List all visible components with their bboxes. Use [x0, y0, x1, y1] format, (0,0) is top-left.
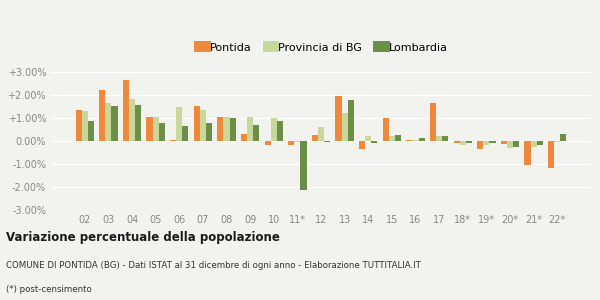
Bar [347, 100, 354, 141]
Bar [466, 141, 472, 143]
Bar [247, 116, 253, 141]
Bar [324, 141, 330, 142]
Text: (*) post-censimento: (*) post-censimento [6, 286, 92, 295]
Bar [513, 141, 519, 146]
Bar [200, 110, 206, 141]
Bar [295, 141, 301, 142]
Bar [99, 90, 106, 141]
Bar [389, 136, 395, 141]
Bar [206, 124, 212, 141]
Bar [430, 103, 436, 141]
Bar [359, 141, 365, 149]
Bar [312, 135, 318, 141]
Bar [152, 116, 159, 141]
Bar [88, 121, 94, 141]
Bar [501, 141, 507, 144]
Bar [318, 127, 324, 141]
Bar [230, 118, 236, 141]
Bar [383, 118, 389, 141]
Bar [112, 106, 118, 141]
Bar [241, 134, 247, 141]
Bar [436, 136, 442, 141]
Bar [129, 99, 135, 141]
Bar [146, 116, 152, 141]
Legend: Pontida, Provincia di BG, Lombardia: Pontida, Provincia di BG, Lombardia [190, 39, 452, 58]
Bar [223, 116, 230, 141]
Bar [82, 111, 88, 141]
Bar [271, 118, 277, 141]
Bar [217, 116, 223, 141]
Bar [76, 110, 82, 141]
Bar [135, 105, 141, 141]
Bar [530, 141, 536, 146]
Bar [335, 96, 341, 141]
Bar [454, 141, 460, 143]
Bar [554, 141, 560, 142]
Bar [406, 140, 412, 141]
Bar [442, 136, 448, 141]
Bar [395, 135, 401, 141]
Text: COMUNE DI PONTIDA (BG) - Dati ISTAT al 31 dicembre di ogni anno - Elaborazione T: COMUNE DI PONTIDA (BG) - Dati ISTAT al 3… [6, 262, 421, 271]
Bar [490, 141, 496, 143]
Bar [182, 126, 188, 141]
Bar [419, 139, 425, 141]
Bar [194, 106, 200, 141]
Bar [265, 141, 271, 146]
Bar [365, 136, 371, 141]
Bar [301, 141, 307, 190]
Bar [253, 124, 259, 141]
Bar [560, 134, 566, 141]
Bar [548, 141, 554, 169]
Bar [483, 141, 490, 146]
Bar [507, 141, 513, 148]
Bar [123, 80, 129, 141]
Bar [460, 141, 466, 146]
Bar [536, 141, 543, 146]
Bar [341, 113, 347, 141]
Bar [176, 107, 182, 141]
Bar [288, 141, 295, 146]
Bar [277, 121, 283, 141]
Bar [371, 141, 377, 143]
Text: Variazione percentuale della popolazione: Variazione percentuale della popolazione [6, 232, 280, 244]
Bar [170, 140, 176, 141]
Bar [159, 124, 165, 141]
Bar [477, 141, 483, 149]
Bar [524, 141, 530, 165]
Bar [412, 140, 419, 141]
Bar [106, 103, 112, 141]
